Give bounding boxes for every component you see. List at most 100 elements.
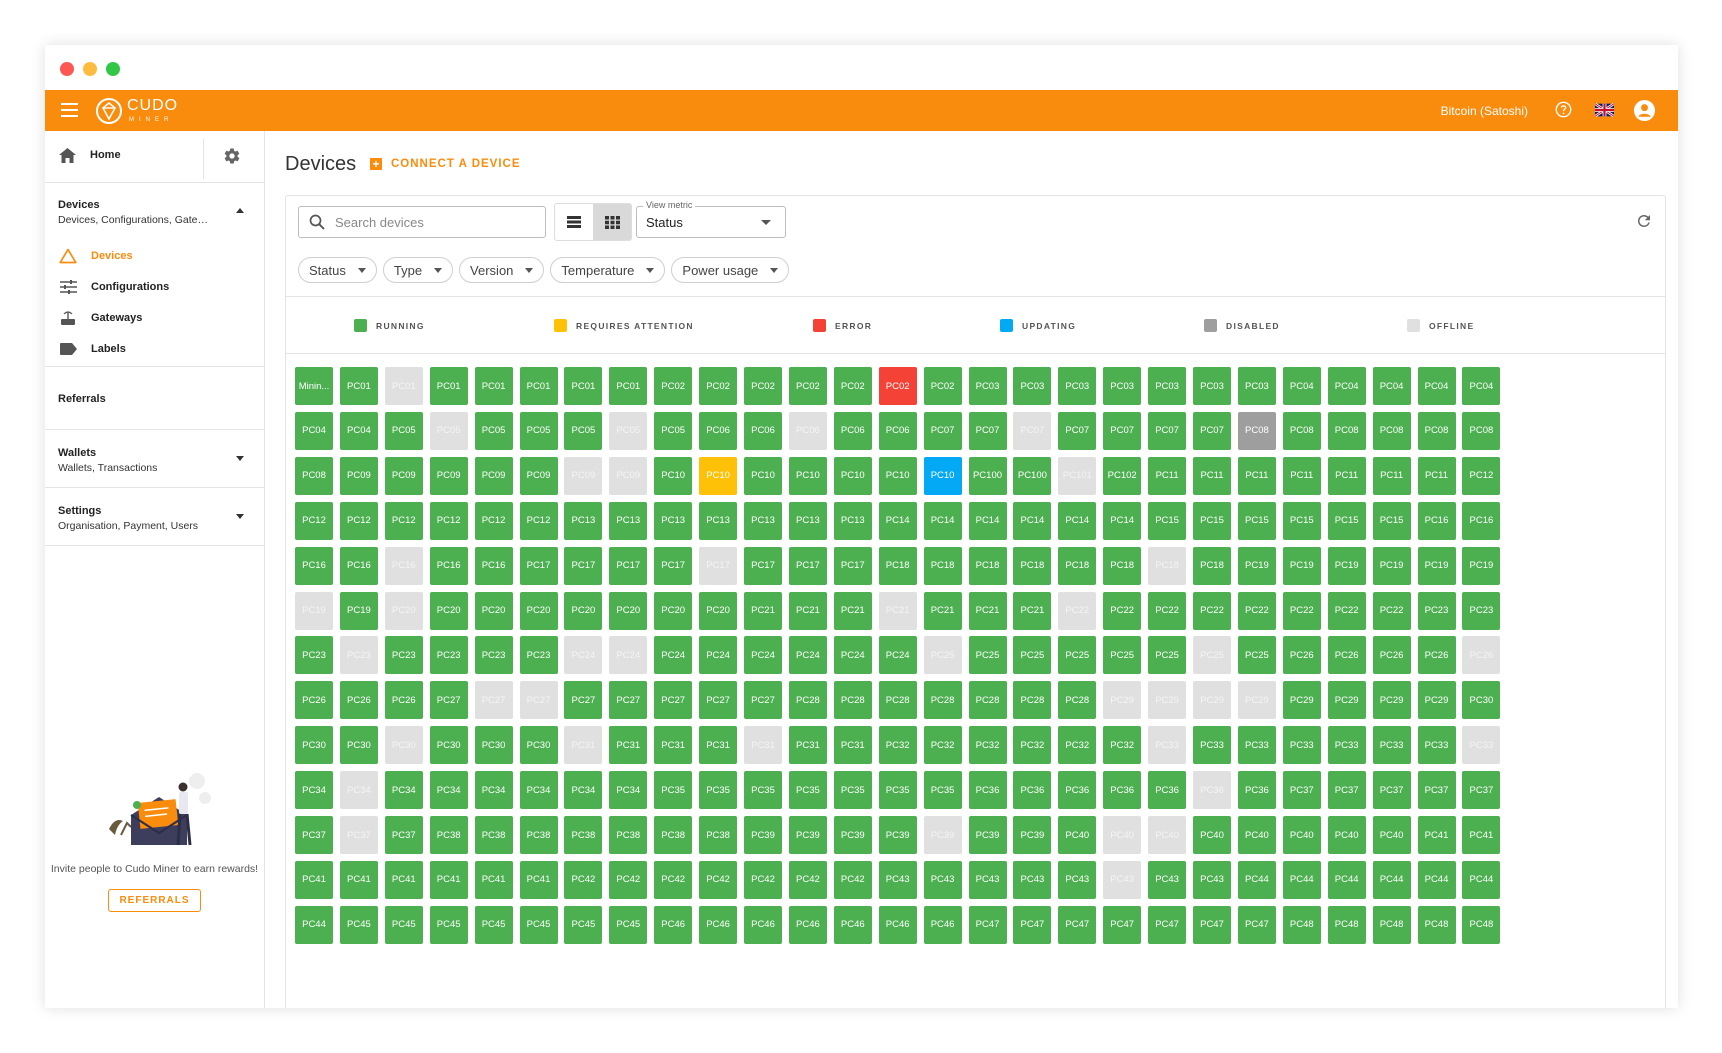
device-tile[interactable]: PC04 [1462,367,1501,405]
device-tile[interactable]: PC21 [744,591,782,630]
device-tile[interactable]: PC36 [1193,771,1231,810]
device-tile[interactable]: PC19 [1372,546,1411,585]
device-tile[interactable]: PC17 [609,546,648,585]
device-tile[interactable]: PC37 [339,816,378,854]
list-view-button[interactable] [555,204,593,240]
device-tile[interactable]: PC24 [564,636,603,675]
device-tile[interactable]: PC08 [1237,411,1276,450]
device-tile[interactable]: PC34 [384,771,423,810]
device-tile[interactable]: PC20 [519,591,558,630]
device-tile[interactable]: PC07 [968,411,1007,450]
device-tile[interactable]: PC29 [1282,681,1321,720]
device-tile[interactable]: PC06 [744,411,782,450]
device-tile[interactable]: PC12 [339,501,378,540]
device-tile[interactable]: PC14 [1013,501,1052,540]
device-tile[interactable]: PC47 [1103,905,1142,944]
device-tile[interactable]: PC42 [609,860,648,899]
device-tile[interactable]: PC41 [1462,816,1501,854]
device-tile[interactable]: PC01 [339,367,378,405]
device-tile[interactable]: PC39 [968,816,1007,854]
device-tile[interactable]: PC20 [429,591,468,630]
device-tile[interactable]: PC17 [654,546,693,585]
device-tile[interactable]: PC46 [788,905,827,944]
device-tile[interactable]: PC43 [1013,860,1052,899]
device-tile[interactable]: PC26 [1327,636,1366,675]
device-tile[interactable]: PC29 [1237,681,1276,720]
device-tile[interactable]: PC01 [609,367,648,405]
device-tile[interactable]: PC03 [968,367,1007,405]
device-tile[interactable]: PC47 [968,905,1007,944]
device-tile[interactable]: PC45 [474,905,513,944]
device-tile[interactable]: PC43 [1193,860,1231,899]
device-tile[interactable]: PC33 [1417,726,1456,765]
device-tile[interactable]: PC44 [1462,860,1501,899]
device-tile[interactable]: PC43 [923,860,962,899]
device-tile[interactable]: PC16 [295,546,333,585]
device-tile[interactable]: PC45 [609,905,648,944]
device-tile[interactable]: PC46 [833,905,872,944]
device-tile[interactable]: PC21 [878,591,917,630]
device-tile[interactable]: PC15 [1237,501,1276,540]
device-tile[interactable]: PC09 [339,456,378,495]
device-tile[interactable]: PC41 [1417,816,1456,854]
device-tile[interactable]: PC30 [295,726,333,765]
sidebar-item-labels[interactable]: Labels [59,339,126,359]
device-tile[interactable]: PC40 [1058,816,1097,854]
device-tile[interactable]: PC34 [564,771,603,810]
device-tile[interactable]: PC32 [878,726,917,765]
device-tile[interactable]: PC40 [1327,816,1366,854]
device-tile[interactable]: PC42 [564,860,603,899]
device-tile[interactable]: PC35 [788,771,827,810]
device-tile[interactable]: PC46 [699,905,738,944]
device-tile[interactable]: PC06 [878,411,917,450]
device-tile[interactable]: PC10 [699,456,738,495]
device-tile[interactable]: PC102 [1103,456,1142,495]
device-tile[interactable]: PC13 [744,501,782,540]
device-tile[interactable]: PC28 [923,681,962,720]
device-tile[interactable]: PC35 [833,771,872,810]
device-tile[interactable]: PC24 [609,636,648,675]
device-tile[interactable]: PC05 [519,411,558,450]
device-tile[interactable]: PC34 [474,771,513,810]
device-tile[interactable]: PC43 [878,860,917,899]
device-tile[interactable]: PC06 [788,411,827,450]
device-tile[interactable]: PC18 [1103,546,1142,585]
device-tile[interactable]: PC18 [1013,546,1052,585]
device-tile[interactable]: PC36 [1103,771,1142,810]
device-tile[interactable]: PC18 [1193,546,1231,585]
device-tile[interactable]: PC21 [923,591,962,630]
device-tile[interactable]: PC05 [609,411,648,450]
device-tile[interactable]: PC38 [609,816,648,854]
device-tile[interactable]: PC14 [968,501,1007,540]
device-tile[interactable]: PC06 [833,411,872,450]
device-tile[interactable]: PC20 [474,591,513,630]
cudo-miner-logo[interactable]: CUDO MINER [95,96,195,126]
device-tile[interactable]: PC31 [833,726,872,765]
device-tile[interactable]: PC22 [1237,591,1276,630]
device-tile[interactable]: PC39 [1013,816,1052,854]
device-tile[interactable]: PC24 [878,636,917,675]
uk-flag-icon[interactable] [1595,103,1614,117]
device-tile[interactable]: PC28 [1058,681,1097,720]
maximize-window-button[interactable] [106,62,120,76]
device-tile[interactable]: PC25 [968,636,1007,675]
device-tile[interactable]: PC09 [429,456,468,495]
device-tile[interactable]: PC31 [744,726,782,765]
device-tile[interactable]: PC04 [1372,367,1411,405]
device-tile[interactable]: PC39 [788,816,827,854]
device-tile[interactable]: PC37 [1282,771,1321,810]
device-tile[interactable]: PC29 [1417,681,1456,720]
device-tile[interactable]: PC13 [699,501,738,540]
device-tile[interactable]: PC46 [654,905,693,944]
device-tile[interactable]: PC02 [833,367,872,405]
device-tile[interactable]: PC16 [429,546,468,585]
device-tile[interactable]: PC34 [609,771,648,810]
device-tile[interactable]: PC39 [833,816,872,854]
device-tile[interactable]: PC29 [1372,681,1411,720]
device-tile[interactable]: PC35 [744,771,782,810]
device-tile[interactable]: PC18 [878,546,917,585]
device-tile[interactable]: PC100 [1013,456,1052,495]
device-tile[interactable]: PC05 [429,411,468,450]
device-tile[interactable]: PC19 [1282,546,1321,585]
device-tile[interactable]: PC40 [1282,816,1321,854]
